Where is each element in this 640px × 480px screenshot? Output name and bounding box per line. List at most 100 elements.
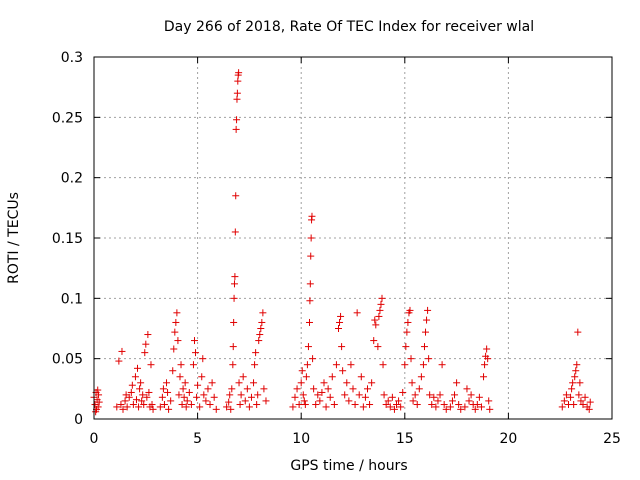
data-point: [164, 388, 172, 396]
data-point: [428, 401, 436, 409]
data-point: [570, 401, 578, 409]
y-tick-label: 0.2: [61, 171, 83, 187]
data-point: [571, 373, 579, 381]
data-point: [196, 403, 204, 411]
data-point: [229, 361, 237, 369]
data-point: [231, 228, 239, 236]
data-point: [172, 318, 180, 326]
data-point: [175, 391, 183, 399]
data-point: [149, 405, 157, 413]
data-point: [199, 355, 207, 363]
data-point: [235, 69, 243, 77]
data-point: [425, 355, 433, 363]
data-point: [440, 401, 448, 409]
data-point: [395, 397, 403, 405]
data-point: [402, 343, 410, 351]
data-point: [442, 405, 450, 413]
data-point: [480, 373, 488, 381]
data-point: [351, 401, 359, 409]
data-point: [139, 391, 147, 399]
data-point: [204, 385, 212, 393]
data-point: [148, 401, 156, 409]
data-point: [355, 391, 363, 399]
data-point: [451, 391, 459, 399]
y-tick-label: 0.05: [52, 352, 83, 368]
data-point: [257, 325, 265, 332]
data-point: [189, 361, 197, 369]
data-point: [252, 349, 260, 357]
x-tick-label: 5: [193, 431, 202, 447]
data-point: [305, 318, 313, 326]
data-point: [247, 393, 255, 401]
data-point: [92, 408, 100, 416]
data-point: [575, 391, 583, 399]
data-point: [230, 318, 238, 326]
data-point: [586, 398, 594, 406]
data-point: [432, 403, 440, 411]
data-point: [233, 116, 241, 124]
data-point: [171, 328, 179, 336]
data-point: [147, 361, 155, 369]
data-point: [457, 405, 465, 413]
data-point: [484, 355, 492, 363]
data-point: [156, 403, 164, 411]
data-point: [485, 397, 493, 405]
y-tick-label: 0.3: [61, 50, 83, 66]
data-point: [349, 385, 357, 393]
data-point: [332, 361, 340, 369]
data-point: [260, 385, 268, 393]
data-point: [581, 393, 589, 401]
data-point: [569, 379, 577, 387]
y-axis-label: ROTI / TECUs: [6, 192, 22, 284]
data-point: [115, 357, 123, 365]
data-point: [307, 252, 315, 260]
data-point: [376, 306, 384, 314]
data-point: [185, 388, 193, 396]
data-point: [324, 385, 332, 393]
data-point: [378, 294, 386, 302]
data-point: [475, 393, 483, 401]
data-point: [403, 328, 411, 336]
data-point: [230, 294, 238, 302]
data-point: [585, 405, 593, 413]
data-point: [180, 393, 188, 401]
data-point: [422, 328, 430, 336]
data-point: [123, 403, 131, 411]
data-point: [473, 401, 481, 409]
data-point: [359, 403, 367, 411]
data-point: [326, 393, 334, 401]
data-point: [299, 391, 307, 399]
data-point: [227, 405, 235, 413]
data-point: [384, 397, 392, 405]
data-point: [481, 361, 489, 369]
x-tick-label: 10: [292, 431, 310, 447]
data-point: [117, 401, 125, 409]
y-tick-label: 0: [74, 412, 83, 428]
data-point: [237, 391, 245, 399]
data-point: [388, 393, 396, 401]
data-point: [132, 396, 140, 404]
data-point: [377, 300, 385, 308]
data-point: [574, 328, 582, 336]
data-point: [423, 316, 431, 324]
data-point: [562, 391, 570, 399]
data-point: [198, 373, 206, 381]
data-point: [170, 345, 178, 353]
y-tick-label: 0.15: [52, 231, 83, 247]
data-point: [419, 361, 427, 369]
data-point: [483, 345, 491, 353]
data-point: [233, 89, 241, 97]
data-point: [179, 385, 187, 393]
data-point: [409, 397, 417, 405]
data-point: [253, 401, 261, 409]
data-point: [165, 405, 173, 413]
data-point: [177, 361, 185, 369]
data-point: [119, 405, 127, 413]
data-point: [379, 361, 387, 369]
data-point: [163, 379, 171, 387]
data-point: [426, 391, 434, 399]
data-point: [300, 397, 308, 405]
data-point: [251, 361, 259, 369]
data-point: [318, 388, 326, 396]
data-point: [424, 306, 432, 314]
